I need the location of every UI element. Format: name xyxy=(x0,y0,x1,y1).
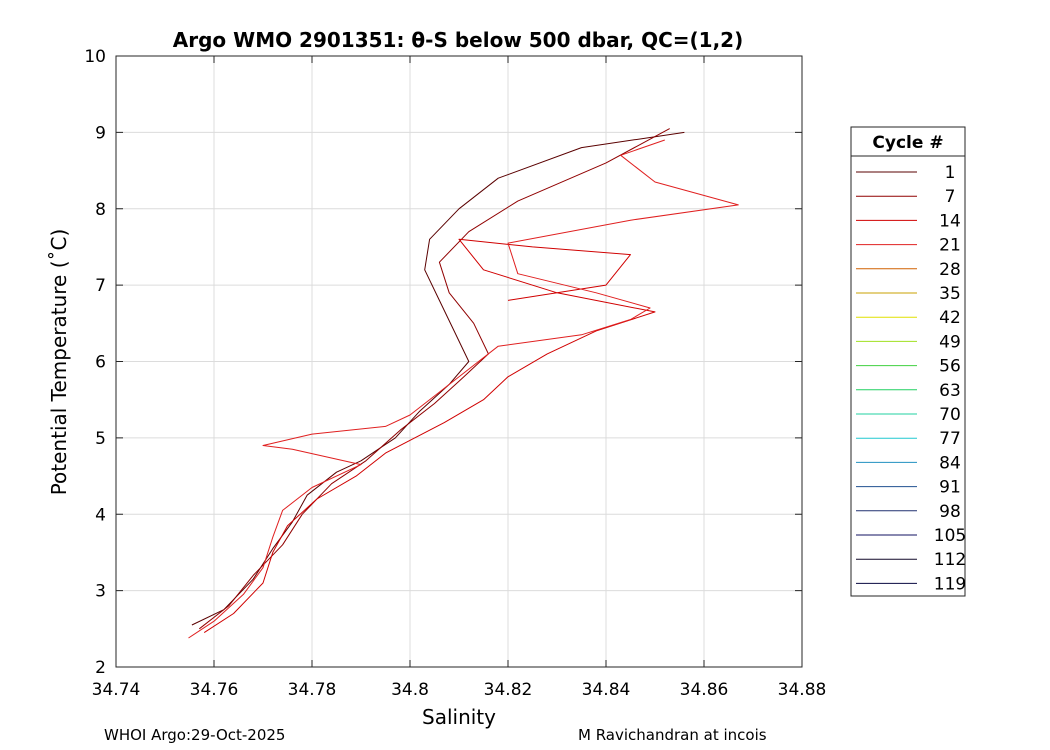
legend-label: 105 xyxy=(934,526,966,546)
x-axis-label: Salinity xyxy=(422,705,496,729)
legend-label: 35 xyxy=(939,284,961,304)
y-tick-label: 5 xyxy=(95,429,106,449)
legend-label: 63 xyxy=(939,381,961,401)
legend-label: 42 xyxy=(939,308,961,328)
legend-label: 77 xyxy=(939,429,961,449)
x-tick-label: 34.8 xyxy=(391,680,429,700)
legend-label: 119 xyxy=(934,574,966,594)
legend: Cycle # 17142128354249566370778491981051… xyxy=(850,126,966,597)
x-tick-label: 34.74 xyxy=(92,680,141,700)
legend-label: 91 xyxy=(939,478,961,498)
y-tick-label: 10 xyxy=(84,47,106,67)
legend-label: 84 xyxy=(939,453,961,473)
legend-box xyxy=(850,126,966,597)
footer-right-credit: M Ravichandran at incois xyxy=(578,726,767,744)
chart-title: Argo WMO 2901351: θ-S below 500 dbar, QC… xyxy=(173,28,743,52)
y-tick-label: 9 xyxy=(95,123,106,143)
legend-label: 14 xyxy=(939,211,961,231)
legend-entries: 1 7 14 21 28 35 42 49 56 63 70 77 84 91 98 105 112 119 xyxy=(856,163,966,594)
legend-label: 21 xyxy=(939,236,961,256)
legend-label: 28 xyxy=(939,260,961,280)
series-line-cycle-7 xyxy=(198,128,670,630)
plot-area: 34.74 34.76 34.78 34.8 34.82 34.84 34.86 34.88 2… xyxy=(84,47,826,700)
legend-label: 49 xyxy=(939,332,961,352)
x-tick-label: 34.76 xyxy=(190,680,239,700)
legend-label: 7 xyxy=(945,187,956,207)
y-tick-label: 7 xyxy=(95,276,106,296)
x-tick-label: 34.84 xyxy=(582,680,631,700)
legend-label: 1 xyxy=(945,163,956,183)
y-tick-label: 6 xyxy=(95,353,106,373)
legend-label: 98 xyxy=(939,502,961,522)
legend-label: 112 xyxy=(934,550,966,570)
y-tick-label: 2 xyxy=(95,658,106,678)
y-tick-label: 4 xyxy=(95,505,106,525)
data-series xyxy=(188,128,739,639)
legend-label: 70 xyxy=(939,405,961,425)
x-tick-label: 34.88 xyxy=(778,680,827,700)
series-line-cycle-21 xyxy=(188,139,739,639)
footer-left-credit: WHOI Argo:29-Oct-2025 xyxy=(104,726,286,744)
y-tick-label: 8 xyxy=(95,200,106,220)
x-tick-label: 34.78 xyxy=(288,680,337,700)
x-tick-label: 34.82 xyxy=(484,680,533,700)
y-axis-label: Potential Temperature (˚C) xyxy=(47,229,71,496)
series-line-cycle-1 xyxy=(191,131,685,626)
y-tick-label: 3 xyxy=(95,582,106,602)
legend-title: Cycle # xyxy=(872,133,943,153)
legend-label: 56 xyxy=(939,357,961,377)
axis-ticks: 34.74 34.76 34.78 34.8 34.82 34.84 34.86 34.88 2… xyxy=(84,47,826,700)
x-tick-label: 34.86 xyxy=(680,680,729,700)
